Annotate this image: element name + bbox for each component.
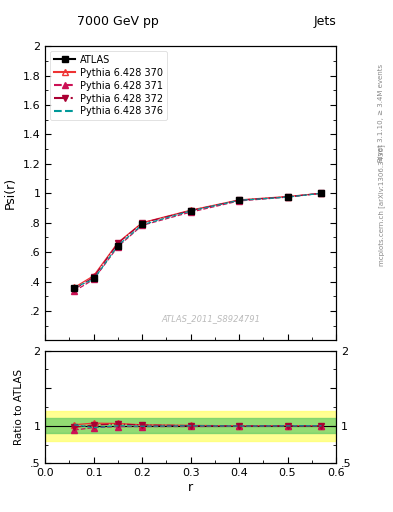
Pythia 6.428 370 [237,197,241,203]
Pythia 6.428 376 [116,243,120,249]
Pythia 6.428 370 [140,220,145,226]
Pythia 6.428 372 [72,286,77,292]
Pythia 6.428 376 [91,276,96,283]
Pythia 6.428 372 [188,207,193,214]
Text: Rivet 3.1.10, ≥ 3.4M events: Rivet 3.1.10, ≥ 3.4M events [378,63,384,162]
Pythia 6.428 370 [116,240,120,246]
Pythia 6.428 372 [285,194,290,200]
X-axis label: r: r [188,481,193,494]
Bar [45,411,336,441]
Y-axis label: Ratio to ATLAS: Ratio to ATLAS [14,369,24,445]
Pythia 6.428 376 [140,222,145,228]
Pythia 6.428 370 [188,207,193,214]
Y-axis label: Psi(r): Psi(r) [4,177,17,209]
Pythia 6.428 372 [319,190,324,196]
Line: Pythia 6.428 370: Pythia 6.428 370 [71,190,325,291]
Pythia 6.428 371 [91,276,96,283]
Bar [45,418,336,433]
Text: ATLAS_2011_S8924791: ATLAS_2011_S8924791 [162,314,261,323]
Pythia 6.428 370 [72,285,77,291]
Pythia 6.428 371 [72,288,77,294]
Pythia 6.428 376 [72,285,77,291]
Legend: ATLAS, Pythia 6.428 370, Pythia 6.428 371, Pythia 6.428 372, Pythia 6.428 376: ATLAS, Pythia 6.428 370, Pythia 6.428 37… [50,51,167,120]
Pythia 6.428 372 [91,274,96,280]
Text: Jets: Jets [313,15,336,28]
Pythia 6.428 372 [237,197,241,203]
Pythia 6.428 376 [237,197,241,203]
Pythia 6.428 371 [188,209,193,215]
Pythia 6.428 371 [319,190,324,196]
Pythia 6.428 371 [285,194,290,200]
Pythia 6.428 371 [140,222,145,228]
Pythia 6.428 370 [91,272,96,279]
Line: Pythia 6.428 371: Pythia 6.428 371 [71,190,325,294]
Text: mcplots.cern.ch [arXiv:1306.3436]: mcplots.cern.ch [arXiv:1306.3436] [378,144,385,266]
Pythia 6.428 371 [237,198,241,204]
Line: Pythia 6.428 376: Pythia 6.428 376 [74,193,321,288]
Pythia 6.428 371 [116,244,120,250]
Pythia 6.428 376 [188,208,193,214]
Pythia 6.428 370 [285,194,290,200]
Pythia 6.428 370 [319,190,324,196]
Pythia 6.428 372 [116,240,120,246]
Line: Pythia 6.428 372: Pythia 6.428 372 [71,190,325,293]
Pythia 6.428 376 [285,194,290,200]
Pythia 6.428 376 [319,190,324,196]
Pythia 6.428 372 [140,220,145,226]
Text: 7000 GeV pp: 7000 GeV pp [77,15,159,28]
